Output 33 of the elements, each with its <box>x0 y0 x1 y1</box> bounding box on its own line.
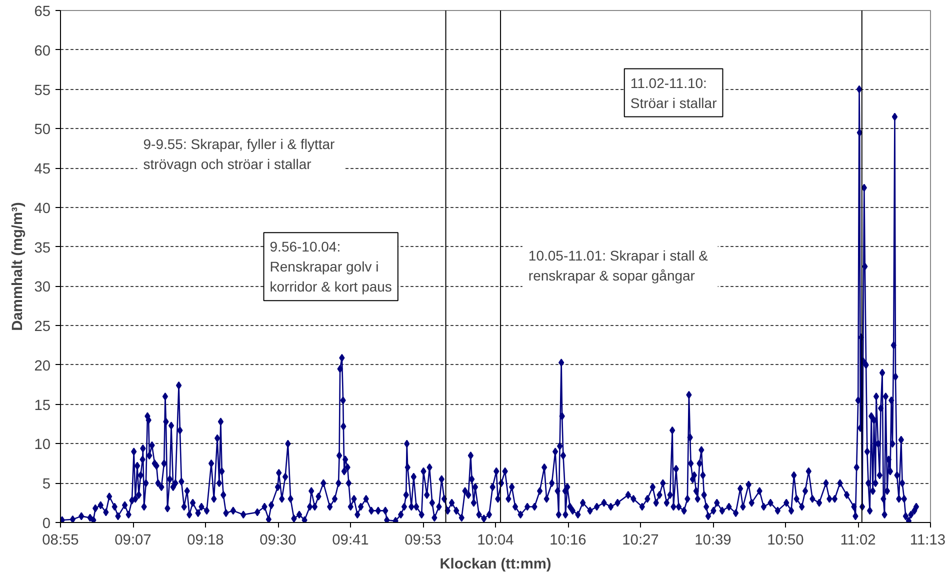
x-tick-label: 10:16 <box>550 532 586 548</box>
x-tick-label: 09:53 <box>404 532 442 548</box>
y-tick-label: 30 <box>34 280 51 296</box>
y-tick-label: 5 <box>42 476 51 493</box>
x-tick-label: 09:18 <box>187 532 224 548</box>
x-tick-label: 08:55 <box>42 532 79 548</box>
y-axis-title: Dammhalt (mg/m³) <box>10 202 26 331</box>
x-tick-label: 11:02 <box>840 532 876 548</box>
x-tick-label: 09:30 <box>260 532 296 548</box>
x-tick-label: 11:13 <box>910 532 946 548</box>
x-tick-label: 09:07 <box>114 532 152 548</box>
x-tick-label: 09:41 <box>332 532 369 548</box>
y-tick-label: 0 <box>42 516 51 532</box>
x-tick-label: 10:50 <box>767 532 804 548</box>
annotation: 9-9.55: Skrapar, fyller i & flyttar strövagn och ströar i stallar <box>143 136 336 172</box>
y-tick-label: 10 <box>34 437 51 454</box>
x-axis-title: Klockan (tt:mm) <box>440 556 552 572</box>
annotation: 10.05-11.01: Skrapar i stall & renskrapar & sopar gångar <box>528 247 709 284</box>
annotation: 11.02-11.10: Ströar i stallar <box>630 74 718 111</box>
annotation: 9.56-10.04: Renskrapar golv i korridor & kort paus <box>270 238 392 295</box>
x-tick-label: 10:27 <box>622 532 659 548</box>
y-tick-label: 65 <box>34 4 51 20</box>
y-tick-label: 25 <box>34 319 51 336</box>
y-tick-label: 60 <box>34 43 51 60</box>
y-tick-label: 45 <box>34 162 51 178</box>
y-tick-label: 55 <box>34 82 51 99</box>
y-tick-label: 20 <box>34 358 51 374</box>
y-tick-label: 15 <box>34 398 51 414</box>
y-tick-label: 50 <box>34 122 51 138</box>
x-tick-label: 10:39 <box>694 532 732 548</box>
y-tick-label: 35 <box>34 240 51 256</box>
y-tick-label: 40 <box>34 200 51 217</box>
x-tick-label: 10:04 <box>477 532 514 548</box>
